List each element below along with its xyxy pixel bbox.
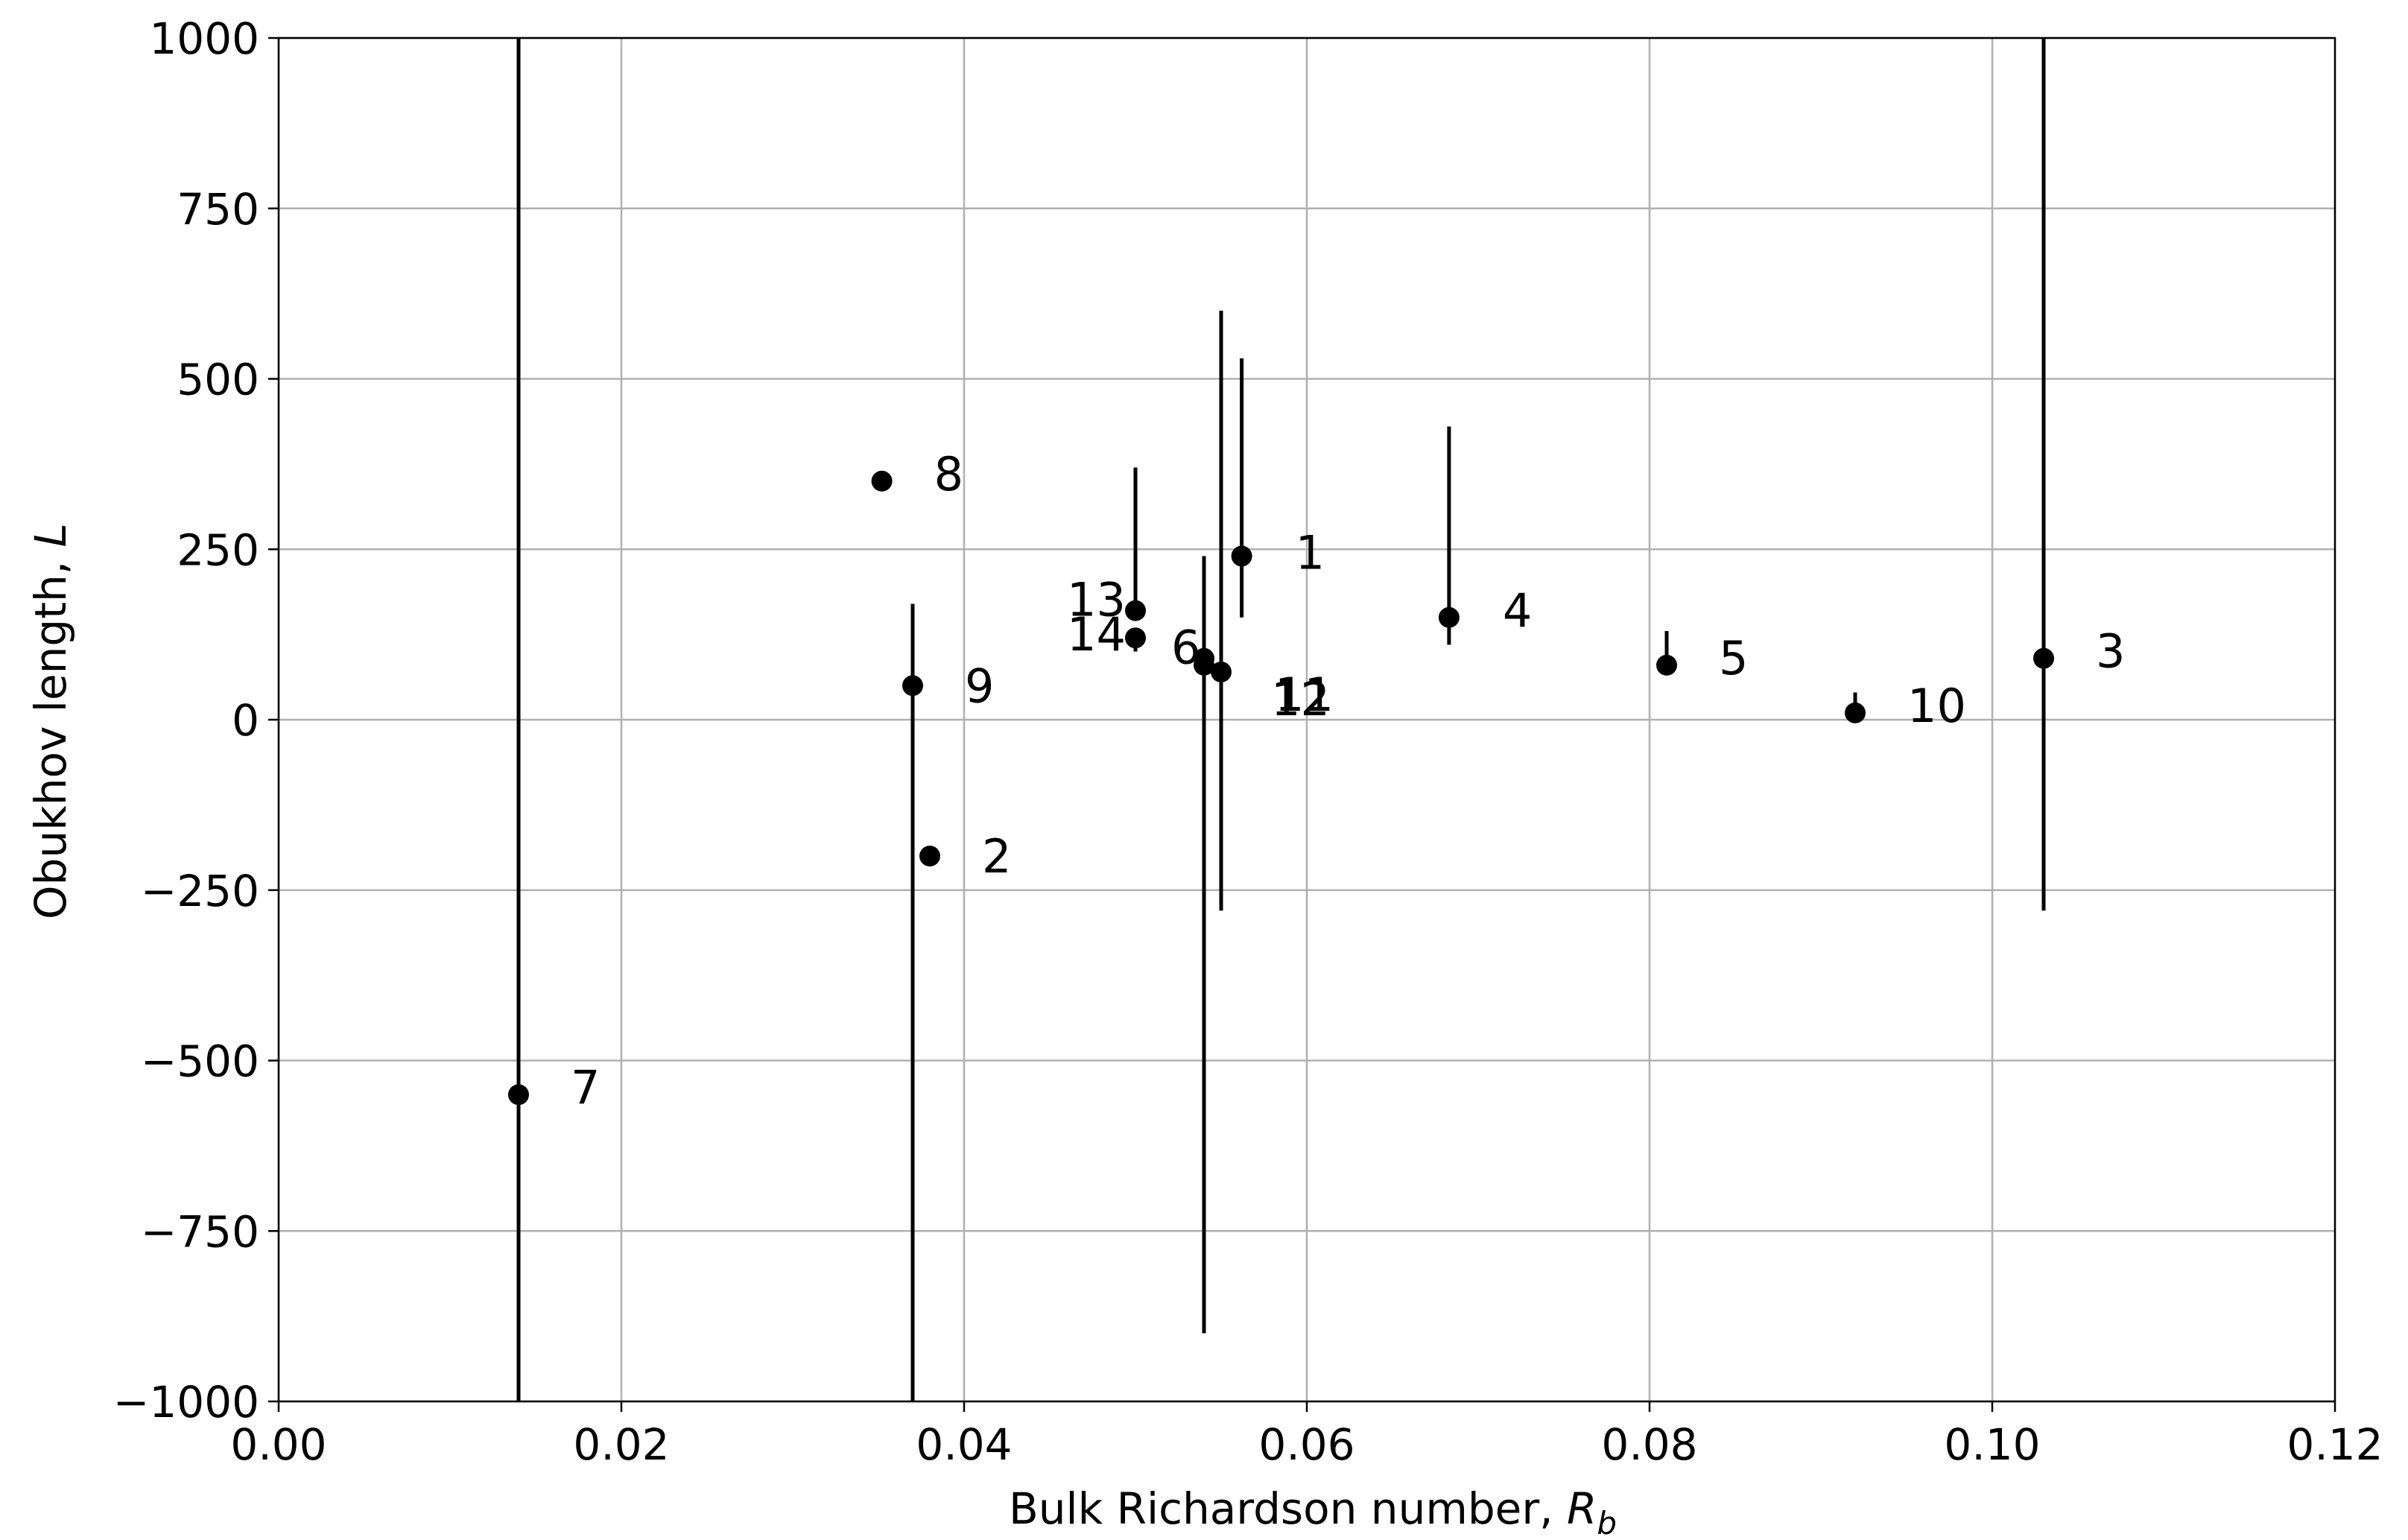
axis-ticks: 0.00 0.02 0.04 0.06 0.08 0.10 0.12 −1000 −750 −50… — [113, 13, 2383, 1470]
x-tick-label: 0.12 — [2287, 1419, 2383, 1470]
data-points — [508, 470, 2054, 1106]
point-label: 9 — [965, 659, 994, 713]
data-point — [508, 1084, 529, 1106]
y-tick-label: −1000 — [113, 1377, 259, 1427]
grid-lines — [277, 37, 2336, 1403]
y-tick-label: −500 — [141, 1036, 259, 1087]
point-label: 11 — [1275, 668, 1334, 722]
y-tick-label: 0 — [232, 695, 259, 746]
x-axis-label: Bulk Richardson number, Rb — [1009, 1483, 1617, 1540]
point-label: 12 — [1271, 672, 1330, 726]
point-label: 5 — [1719, 631, 1748, 685]
data-point — [1211, 661, 1232, 682]
data-point — [1125, 600, 1146, 621]
data-point — [1125, 627, 1146, 649]
point-label: 3 — [2096, 624, 2125, 679]
point-label: 1 — [1296, 525, 1325, 580]
point-label: 14 — [1067, 607, 1126, 662]
point-label: 10 — [1907, 679, 1966, 733]
data-point — [1845, 702, 1866, 723]
x-tick-label: 0.10 — [1944, 1419, 2040, 1470]
data-point — [1656, 654, 1677, 676]
x-tick-label: 0.06 — [1258, 1419, 1354, 1470]
y-tick-label: −750 — [141, 1206, 259, 1257]
x-tick-label: 0.02 — [573, 1419, 669, 1470]
data-point — [1231, 545, 1252, 567]
data-point — [919, 846, 940, 866]
y-tick-label: 1000 — [149, 13, 259, 64]
x-tick-label: 0.00 — [230, 1419, 326, 1470]
y-tick-label: 250 — [177, 525, 259, 575]
y-tick-label: 500 — [177, 355, 259, 405]
y-tick-label: 750 — [177, 184, 259, 235]
point-label: 7 — [571, 1060, 600, 1115]
y-axis-label: Obukhov length, L — [25, 523, 76, 919]
point-label: 4 — [1503, 583, 1532, 638]
point-label: 6 — [1171, 621, 1200, 675]
point-label: 2 — [982, 829, 1011, 884]
data-point — [871, 470, 893, 492]
data-point — [1438, 606, 1460, 628]
data-point — [1194, 654, 1214, 676]
point-label: 8 — [934, 447, 963, 501]
point-label: 13 — [1067, 573, 1126, 627]
x-tick-label: 0.08 — [1601, 1419, 1697, 1470]
data-point — [2033, 647, 2054, 669]
y-tick-label: −250 — [141, 866, 259, 916]
data-point — [902, 675, 923, 697]
x-tick-label: 0.04 — [916, 1419, 1012, 1470]
